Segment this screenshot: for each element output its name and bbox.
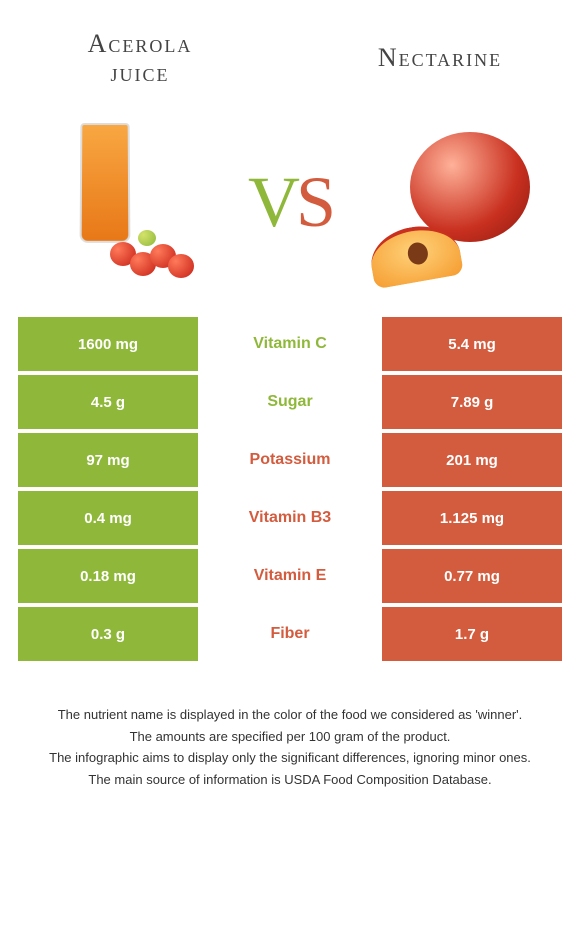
footer-line-2: The amounts are specified per 100 gram o…	[30, 727, 550, 747]
header: Acerola juice Nectarine	[0, 0, 580, 97]
nutrient-label: Potassium	[198, 433, 382, 487]
footer-line-1: The nutrient name is displayed in the co…	[30, 705, 550, 725]
acerola-cherries-icon	[110, 222, 200, 282]
nectarine-image	[370, 112, 540, 292]
nutrient-label: Vitamin C	[198, 317, 382, 371]
vs-v: V	[248, 162, 296, 242]
table-row: 1600 mgVitamin C5.4 mg	[18, 317, 562, 371]
right-value: 0.77 mg	[382, 549, 562, 603]
nutrient-table: 1600 mgVitamin C5.4 mg4.5 gSugar7.89 g97…	[0, 317, 580, 661]
title-left-line2: juice	[111, 58, 170, 87]
vs-label: VS	[248, 161, 332, 244]
table-row: 0.18 mgVitamin E0.77 mg	[18, 549, 562, 603]
footer-line-3: The infographic aims to display only the…	[30, 748, 550, 768]
right-value: 1.125 mg	[382, 491, 562, 545]
acerola-juice-image	[40, 112, 210, 292]
nutrient-label: Fiber	[198, 607, 382, 661]
table-row: 97 mgPotassium201 mg	[18, 433, 562, 487]
left-value: 0.18 mg	[18, 549, 198, 603]
left-value: 0.3 g	[18, 607, 198, 661]
right-value: 7.89 g	[382, 375, 562, 429]
title-left: Acerola juice	[40, 30, 240, 87]
left-value: 97 mg	[18, 433, 198, 487]
title-right: Nectarine	[340, 30, 540, 73]
right-value: 201 mg	[382, 433, 562, 487]
nutrient-label: Vitamin E	[198, 549, 382, 603]
title-left-line1: Acerola	[88, 29, 193, 58]
nectarine-pit-icon	[406, 241, 430, 266]
image-row: VS	[0, 97, 580, 317]
nectarine-whole-icon	[410, 132, 530, 242]
left-value: 4.5 g	[18, 375, 198, 429]
right-value: 1.7 g	[382, 607, 562, 661]
table-row: 4.5 gSugar7.89 g	[18, 375, 562, 429]
table-row: 0.4 mgVitamin B31.125 mg	[18, 491, 562, 545]
left-value: 1600 mg	[18, 317, 198, 371]
vs-s: S	[296, 162, 332, 242]
footer-line-4: The main source of information is USDA F…	[30, 770, 550, 790]
left-value: 0.4 mg	[18, 491, 198, 545]
nutrient-label: Vitamin B3	[198, 491, 382, 545]
footer-notes: The nutrient name is displayed in the co…	[0, 665, 580, 789]
right-value: 5.4 mg	[382, 317, 562, 371]
table-row: 0.3 gFiber1.7 g	[18, 607, 562, 661]
nutrient-label: Sugar	[198, 375, 382, 429]
